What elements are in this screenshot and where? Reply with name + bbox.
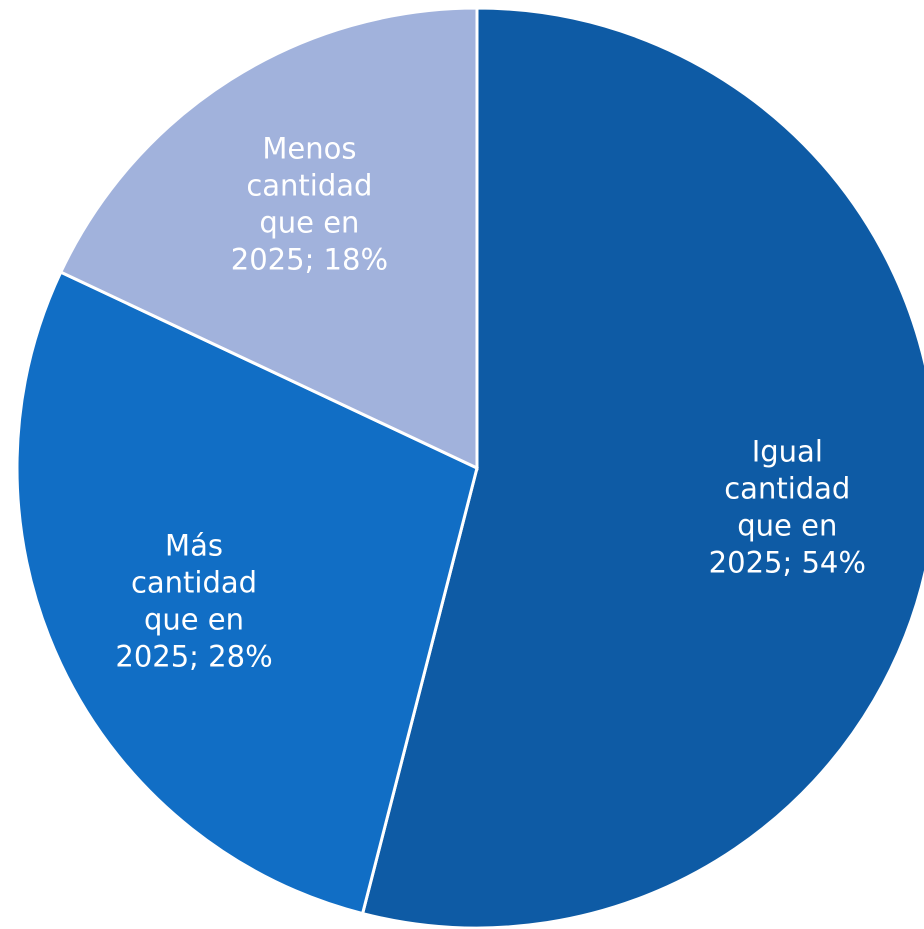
data-label-line: 2025; 54% — [709, 546, 866, 580]
data-label-line: que en — [259, 205, 359, 239]
pie-slice-mas-cantidad-que-en-2025 — [15, 270, 479, 916]
data-label-menos-cantidad-que-en-2025: Menos cantidad que en 2025; 18% — [231, 131, 388, 276]
data-label-mas-cantidad-que-en-2025: Más cantidad que en 2025; 28% — [115, 529, 272, 674]
pie-slice-igual-cantidad-que-en-2025 — [360, 6, 924, 929]
data-label-line: 2025; 28% — [115, 640, 272, 674]
data-label-line: Menos — [262, 131, 356, 165]
data-label-line: que en — [737, 509, 837, 543]
data-label-line: Más — [165, 529, 223, 563]
pie-slice-menos-cantidad-que-en-2025 — [58, 6, 479, 471]
data-label-line: que en — [144, 603, 244, 637]
data-label-line: cantidad — [246, 168, 372, 202]
data-label-line: 2025; 18% — [231, 242, 388, 276]
data-label-line: cantidad — [724, 472, 850, 506]
pie-labels: Igual cantidad que en 2025; 54%Más cantidad q… — [115, 131, 866, 673]
data-label-line: Igual — [752, 435, 823, 469]
data-label-igual-cantidad-que-en-2025: Igual cantidad que en 2025; 54% — [709, 435, 866, 580]
data-label-line: cantidad — [131, 566, 257, 600]
pie-slices — [15, 6, 924, 929]
